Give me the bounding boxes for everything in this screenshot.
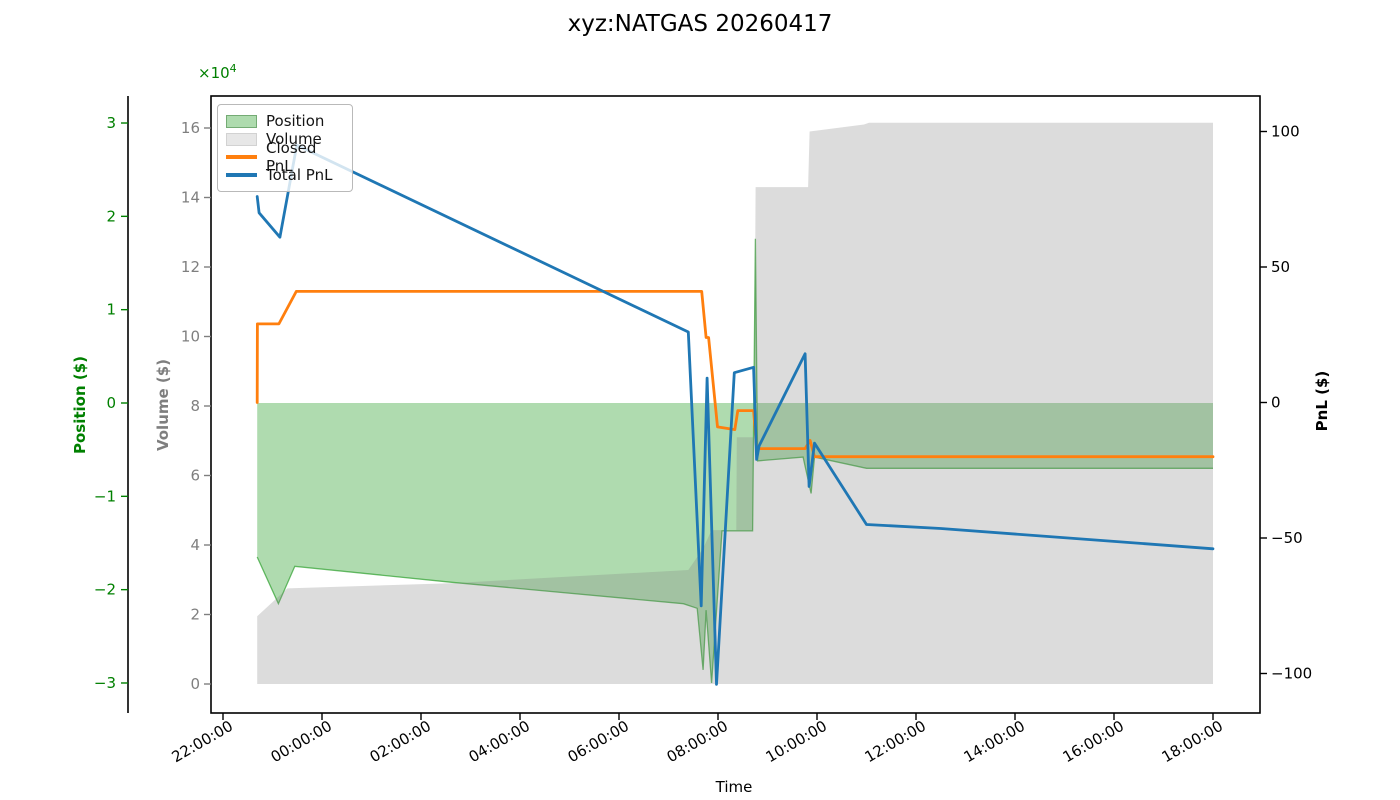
- total-pnl-line-swatch: [226, 173, 257, 177]
- x-tick-label: 16:00:00: [1060, 717, 1127, 766]
- x-axis-label: Time: [715, 778, 753, 796]
- legend-label: Closed PnL: [266, 139, 317, 175]
- legend-item-total-pnl: Total PnL: [226, 166, 344, 184]
- legend-label: Total PnL: [266, 166, 333, 184]
- legend-item-position: Position: [226, 112, 344, 130]
- position-axis-label: Position ($): [71, 355, 89, 455]
- x-tick-label: 08:00:00: [664, 717, 731, 766]
- volume-axis-label: Volume ($): [154, 358, 172, 452]
- closed-pnl-line-swatch: [226, 155, 257, 159]
- volume-tick-label: 14: [181, 189, 200, 207]
- x-tick-label: 10:00:00: [763, 717, 830, 766]
- position-area-swatch: [226, 114, 257, 128]
- legend-label: Position: [266, 112, 325, 130]
- position-area-edge: [256, 238, 1213, 684]
- legend-item-volume: Volume: [226, 130, 344, 148]
- volume-tick-label: 0: [190, 675, 200, 693]
- position-tick-label: 3: [106, 114, 116, 132]
- pnl-tick-label: 0: [1271, 394, 1281, 412]
- x-tick-label: 12:00:00: [862, 717, 929, 766]
- volume-area-swatch: [226, 132, 257, 146]
- position-tick-label: 1: [106, 301, 116, 319]
- x-tick-label: 14:00:00: [961, 717, 1028, 766]
- legend-label: Volume: [266, 130, 322, 148]
- pnl-tick-label: 100: [1271, 123, 1300, 141]
- position-tick-label: −3: [94, 674, 116, 692]
- position-tick-label: 0: [106, 394, 116, 412]
- volume-tick-label: 2: [190, 606, 200, 624]
- x-tick-label: 02:00:00: [367, 717, 434, 766]
- volume-area: [257, 122, 1213, 685]
- chart-title: xyz:NATGAS 20260417: [567, 11, 833, 37]
- legend-item-closed-pnl: Closed PnL: [226, 139, 344, 175]
- x-tick-label: 06:00:00: [565, 717, 632, 766]
- volume-tick-label: 16: [181, 119, 200, 137]
- volume-tick-label: 6: [190, 467, 200, 485]
- x-tick-label: 22:00:00: [169, 717, 236, 766]
- pnl-tick-label: −100: [1271, 665, 1312, 683]
- position-area: [257, 238, 1213, 683]
- volume-tick-label: 12: [181, 258, 200, 276]
- x-tick-label: 18:00:00: [1159, 717, 1226, 766]
- pnl-axis-label: PnL ($): [1313, 370, 1331, 432]
- x-tick-label: 04:00:00: [466, 717, 533, 766]
- volume-tick-label: 8: [190, 397, 200, 415]
- legend: Position Volume Closed PnL Total PnL: [217, 104, 353, 192]
- x-tick-label: 00:00:00: [268, 717, 335, 766]
- position-tick-label: −1: [94, 487, 116, 505]
- pnl-tick-label: 50: [1271, 258, 1290, 276]
- position-tick-label: 2: [106, 207, 116, 225]
- volume-tick-label: 10: [181, 328, 200, 346]
- position-tick-label: −2: [94, 581, 116, 599]
- volume-tick-label: 4: [190, 536, 200, 554]
- axis-offset-text: ×104: [198, 62, 237, 82]
- pnl-tick-label: −50: [1271, 529, 1303, 547]
- plot-border: [210, 95, 1261, 714]
